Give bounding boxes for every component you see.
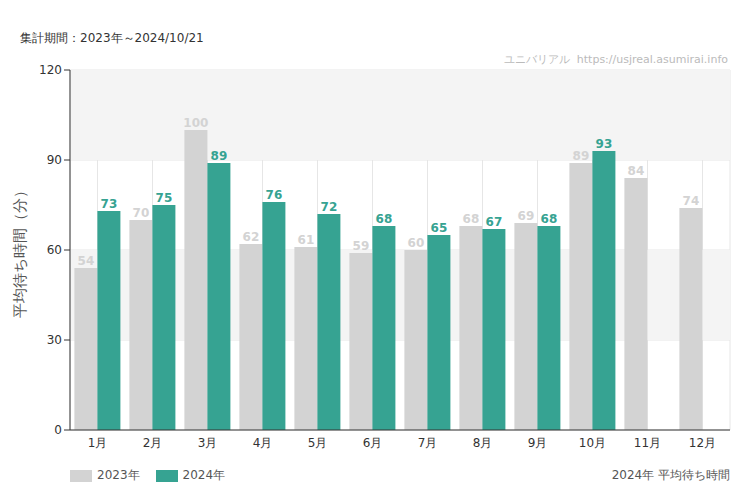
svg-text:75: 75 bbox=[156, 191, 173, 205]
svg-text:89: 89 bbox=[573, 149, 590, 163]
svg-text:12月: 12月 bbox=[689, 436, 716, 450]
svg-text:120: 120 bbox=[39, 63, 62, 77]
svg-text:59: 59 bbox=[353, 239, 370, 253]
svg-text:73: 73 bbox=[101, 197, 118, 211]
svg-text:7月: 7月 bbox=[418, 436, 438, 450]
svg-text:70: 70 bbox=[133, 206, 150, 220]
html-text:2023年: 2023年 bbox=[97, 468, 140, 482]
svg-text:4月: 4月 bbox=[253, 436, 273, 450]
svg-text:76: 76 bbox=[266, 188, 283, 202]
svg-text:9月: 9月 bbox=[528, 436, 548, 450]
svg-text:60: 60 bbox=[47, 243, 62, 257]
html-text:ユニバリアル https://usjreal.asumira: ユニバリアル https://usjreal.asumirai.info bbox=[503, 53, 728, 66]
svg-text:1月: 1月 bbox=[88, 436, 108, 450]
html-text:2024年: 2024年 bbox=[182, 468, 226, 482]
svg-text:89: 89 bbox=[211, 149, 228, 163]
svg-text:62: 62 bbox=[243, 230, 260, 244]
svg-text:10月: 10月 bbox=[579, 436, 606, 450]
svg-text:平均待ち時間（分）: 平均待ち時間（分） bbox=[11, 183, 29, 318]
svg-text:93: 93 bbox=[596, 137, 613, 151]
svg-text:100: 100 bbox=[183, 116, 208, 130]
svg-text:68: 68 bbox=[541, 212, 558, 226]
svg-text:30: 30 bbox=[47, 333, 62, 347]
svg-text:84: 84 bbox=[628, 164, 645, 178]
svg-text:3月: 3月 bbox=[198, 436, 218, 450]
svg-text:11月: 11月 bbox=[634, 436, 661, 450]
svg-text:61: 61 bbox=[298, 233, 315, 247]
html-text:2024年 平均待ち時間: 2024年 平均待ち時間 bbox=[611, 468, 730, 482]
svg-text:68: 68 bbox=[463, 212, 480, 226]
svg-text:74: 74 bbox=[683, 194, 700, 208]
svg-text:0: 0 bbox=[54, 423, 62, 437]
svg-text:65: 65 bbox=[431, 221, 448, 235]
svg-text:67: 67 bbox=[486, 215, 503, 229]
svg-text:6月: 6月 bbox=[363, 436, 383, 450]
svg-text:90: 90 bbox=[47, 153, 62, 167]
svg-text:5月: 5月 bbox=[308, 436, 328, 450]
svg-text:72: 72 bbox=[321, 200, 338, 214]
svg-text:68: 68 bbox=[376, 212, 393, 226]
svg-text:2月: 2月 bbox=[143, 436, 163, 450]
svg-text:8月: 8月 bbox=[473, 436, 493, 450]
svg-text:69: 69 bbox=[518, 209, 535, 223]
svg-text:54: 54 bbox=[78, 254, 95, 268]
svg-text:60: 60 bbox=[408, 236, 425, 250]
html-text:集計期間：2023年～2024/10/21: 集計期間：2023年～2024/10/21 bbox=[20, 31, 204, 45]
